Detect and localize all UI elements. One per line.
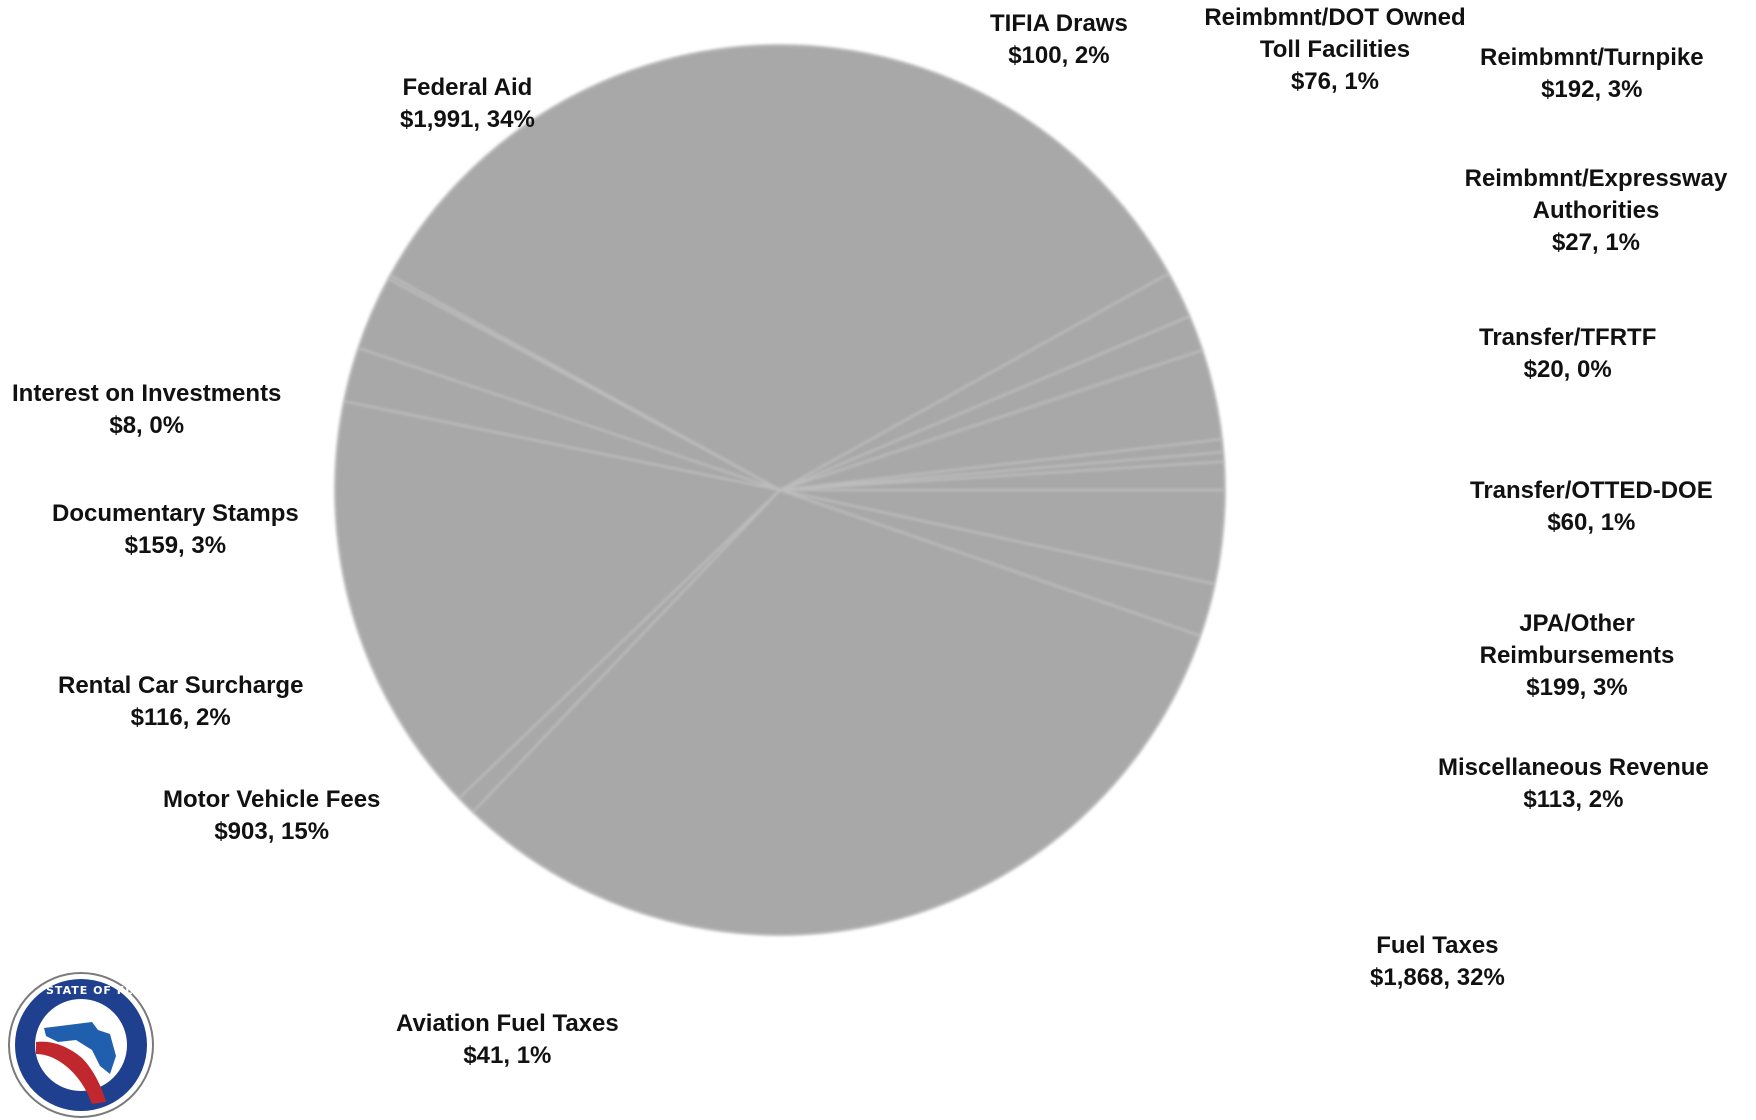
slice-label: Rental Car Surcharge $116, 2% [58, 672, 304, 731]
pie-slice-12 [471, 488, 1202, 936]
slice-label: Interest on Investments $8, 0% [12, 380, 282, 439]
slice-label: JPA/Other Reimbursements $199, 3% [1479, 610, 1675, 701]
slice-label: Fuel Taxes $1,868, 32% [1370, 932, 1505, 991]
slice-label: Federal Aid $1,991, 34% [400, 74, 535, 133]
florida-dot-seal-icon: STATE OF FLORIDA [8, 972, 156, 1118]
slice-label: Documentary Stamps $159, 3% [52, 500, 299, 559]
slice-label: Reimbmnt/Turnpike $192, 3% [1480, 44, 1704, 103]
slice-label: Transfer/OTTED-DOE $60, 1% [1470, 477, 1713, 536]
slice-label: Transfer/TFRTF $20, 0% [1479, 324, 1657, 383]
slice-label: TIFIA Draws $100, 2% [990, 10, 1128, 69]
svg-text:STATE OF FLORIDA: STATE OF FLORIDA [46, 984, 156, 997]
pie-chart [334, 43, 1227, 936]
slice-label: Reimbmnt/Expressway Authorities $27, 1% [1464, 165, 1728, 256]
pie-slice-10 [334, 400, 783, 800]
slice-label: Reimbmnt/DOT Owned Toll Facilities $76, 1… [1204, 4, 1466, 95]
slice-label: Aviation Fuel Taxes $41, 1% [396, 1010, 619, 1069]
pie-slice-14 [779, 489, 1227, 586]
slice-label: Motor Vehicle Fees $903, 15% [163, 786, 381, 845]
pie-slice-6 [388, 43, 1171, 492]
slice-label: Miscellaneous Revenue $113, 2% [1438, 754, 1709, 813]
